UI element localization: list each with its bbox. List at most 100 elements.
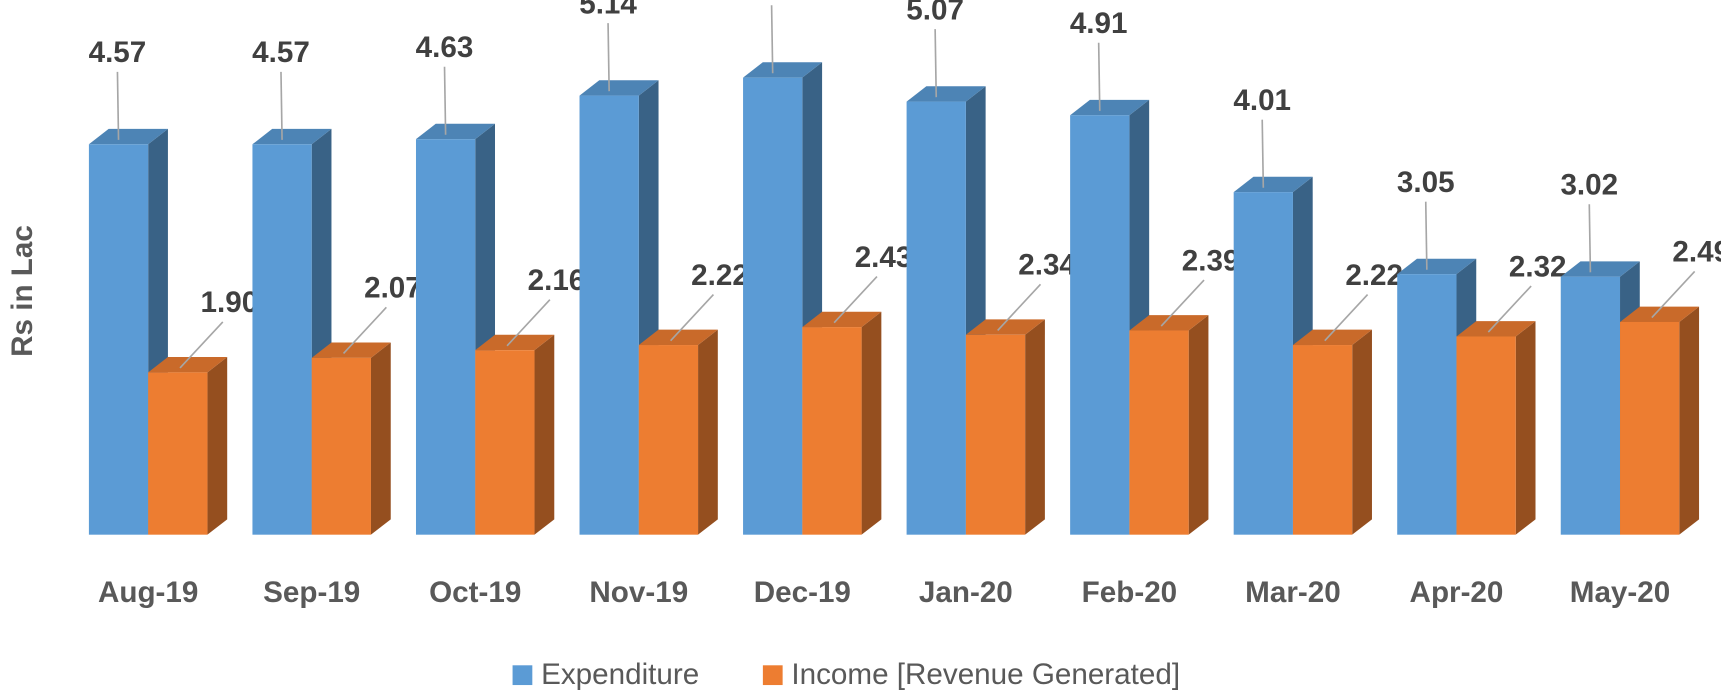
bar-top (1292, 329, 1372, 346)
y-axis-title: Rs in Lac (6, 225, 39, 357)
data-label: 4.63 (416, 31, 474, 64)
leader-line (1424, 201, 1428, 270)
data-label: 2.39 (1182, 244, 1240, 277)
bar (1456, 336, 1516, 535)
leader-line (1487, 285, 1532, 333)
data-label: 3.05 (1397, 166, 1455, 199)
data-label: 4.57 (252, 36, 310, 69)
leader-line (1160, 279, 1205, 327)
bar-top (1233, 176, 1313, 193)
x-tick-label: Jan-20 (919, 576, 1013, 609)
bar (1292, 345, 1353, 535)
leader-line (342, 306, 387, 355)
bar (579, 95, 639, 535)
data-label: 4.57 (89, 36, 147, 69)
leader-line (670, 293, 715, 342)
bar-side (1352, 329, 1372, 535)
x-tick-label: Dec-19 (754, 576, 851, 609)
bar-side (207, 357, 228, 535)
bar-side (861, 311, 882, 535)
bar (88, 144, 149, 535)
bar-top (415, 123, 496, 140)
data-label: 3.02 (1560, 169, 1618, 202)
bar-top (88, 128, 168, 145)
bar (965, 334, 1026, 535)
bar-side (1679, 306, 1700, 535)
data-label: 2.43 (855, 241, 913, 274)
bar-top (802, 311, 882, 328)
x-tick-label: Aug-19 (98, 576, 198, 609)
data-label: 2.49 (1672, 236, 1721, 269)
leader-line (770, 5, 774, 74)
bar-side (1515, 321, 1536, 535)
data-label: 5.07 (906, 0, 964, 26)
data-label: 4.91 (1070, 7, 1128, 40)
leader-line (116, 71, 120, 140)
legend-label: Expenditure (541, 658, 699, 691)
bar-side (370, 342, 391, 535)
legend-label: Income [Revenue Generated] (791, 658, 1180, 691)
data-label: 2.22 (1345, 259, 1403, 292)
leader-line (607, 23, 610, 92)
bar (475, 350, 535, 535)
bar (743, 77, 803, 535)
leader-line (1324, 293, 1369, 342)
bar-top (1560, 261, 1640, 277)
x-tick-label: Apr-20 (1410, 576, 1504, 609)
leader-line (506, 299, 551, 347)
leader-line (833, 276, 878, 324)
data-label: 2.22 (691, 259, 749, 292)
bar (638, 345, 699, 535)
bar-top (1456, 321, 1536, 337)
bar-top (1070, 99, 1150, 116)
bar (1129, 330, 1189, 535)
bar (148, 372, 208, 535)
legend-swatch (512, 665, 533, 686)
bar-side (534, 334, 555, 535)
bar-side (1025, 319, 1045, 535)
bar-top (965, 319, 1045, 335)
leader-line (179, 321, 224, 369)
data-label: 2.32 (1509, 250, 1567, 283)
legend-swatch (762, 665, 783, 686)
data-label: 2.07 (364, 272, 422, 305)
bar-top (638, 329, 718, 346)
leader-line (280, 71, 283, 140)
bar-top (1620, 306, 1700, 322)
bar (802, 327, 862, 535)
bar (1620, 321, 1680, 535)
leader-line (1651, 270, 1696, 319)
bar (1560, 276, 1621, 535)
leader-line (997, 283, 1042, 331)
leader-line (934, 29, 938, 98)
bar (311, 357, 371, 535)
bar (252, 144, 312, 535)
bar-top (579, 80, 659, 96)
x-tick-label: Nov-19 (589, 576, 688, 609)
x-tick-label: Mar-20 (1245, 576, 1341, 609)
bar (415, 139, 476, 535)
bar-top (252, 128, 332, 145)
x-tick-label: Feb-20 (1082, 576, 1178, 609)
bar-top (906, 86, 986, 102)
bar-side (1188, 315, 1209, 535)
bar-top (311, 342, 391, 358)
bar (1070, 115, 1130, 535)
bar-side (698, 329, 718, 535)
data-label: 2.34 (1018, 249, 1076, 282)
data-label: 1.90 (201, 286, 259, 319)
bar (1233, 192, 1293, 535)
x-tick-label: May-20 (1570, 576, 1670, 609)
data-label: 5.14 (579, 0, 637, 20)
bar-top (743, 62, 823, 78)
leader-line (1261, 119, 1265, 188)
leader-line (1588, 204, 1592, 273)
bar-top (1397, 258, 1477, 275)
bar (1397, 274, 1457, 535)
x-tick-label: Sep-19 (263, 576, 360, 609)
bar-top (475, 334, 555, 351)
data-label: 2.16 (528, 264, 586, 297)
data-label: 5.35 (743, 0, 801, 2)
